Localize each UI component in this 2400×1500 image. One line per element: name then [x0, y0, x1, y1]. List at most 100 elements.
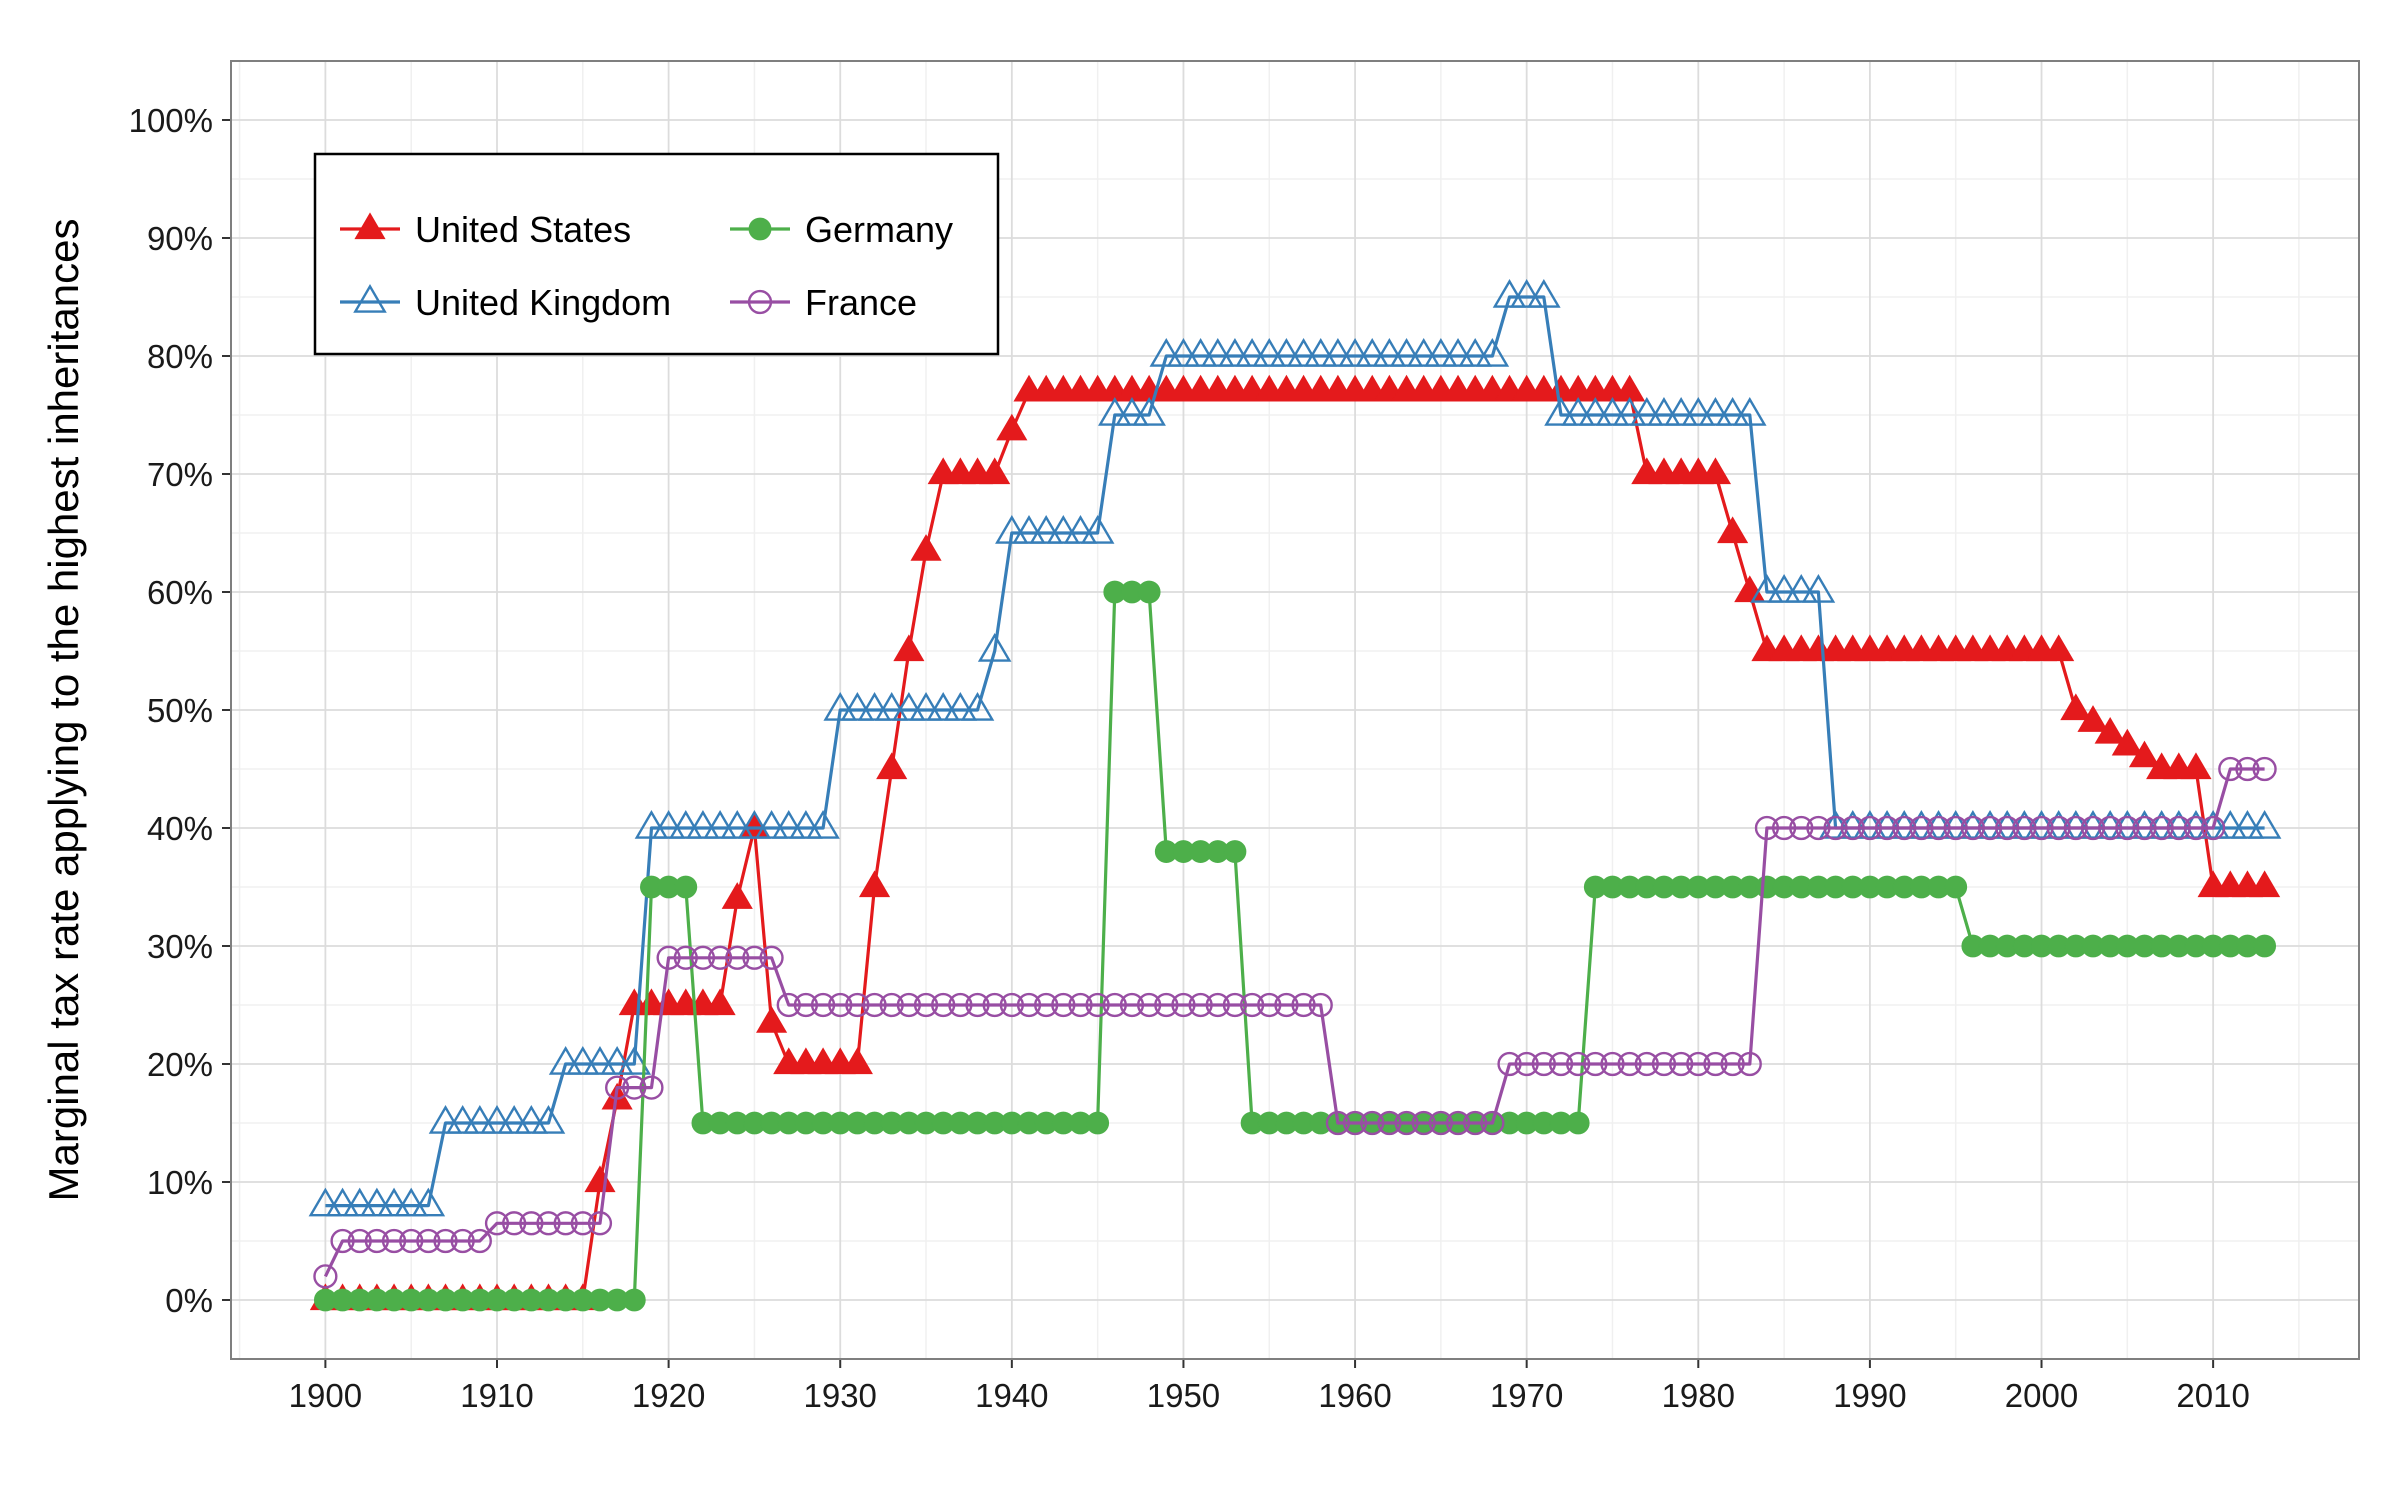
- data-point-united-kingdom: [1183, 337, 1218, 367]
- data-point-united-kingdom: [411, 1187, 446, 1217]
- data-point-united-kingdom: [497, 1104, 531, 1134]
- data-point-france: [1239, 992, 1265, 1018]
- data-point-united-kingdom: [1063, 514, 1098, 544]
- data-point-france: [1926, 815, 1951, 841]
- data-point-united-kingdom: [308, 1187, 343, 1217]
- data-point-united-states: [2180, 752, 2212, 780]
- data-point-united-states: [1717, 516, 1749, 544]
- data-point-united-kingdom: [1698, 396, 1733, 426]
- data-point-united-kingdom: [1681, 396, 1716, 426]
- data-point-france: [828, 992, 853, 1018]
- series-line-united-states: [325, 389, 2265, 1302]
- data-point-united-kingdom: [737, 809, 772, 839]
- data-point-united-kingdom: [394, 1187, 428, 1217]
- data-point-france: [2115, 815, 2140, 841]
- data-point-france: [553, 1211, 578, 1236]
- data-point-united-kingdom: [445, 1104, 480, 1134]
- data-point-france: [1771, 815, 1797, 841]
- data-point-united-kingdom: [651, 809, 686, 839]
- data-point-france: [364, 1228, 389, 1254]
- data-point-france: [1531, 1051, 1556, 1077]
- data-point-france: [330, 1228, 355, 1254]
- data-point-france: [656, 945, 681, 970]
- data-point-united-kingdom: [1218, 337, 1252, 367]
- data-point-united-kingdom: [1389, 337, 1424, 367]
- data-point-united-kingdom: [634, 809, 669, 839]
- data-point-france: [1325, 1110, 1351, 1136]
- legend-box: [313, 152, 1000, 356]
- axes-layer: 1900 1910 1920 1930 1940 1950 1960 1970 1980 1990…: [129, 102, 2250, 1414]
- data-point-france: [1445, 1110, 1471, 1136]
- data-point-france: [1789, 815, 1814, 841]
- legend: United States Germany United Kingdom France: [313, 152, 1000, 356]
- series-united-states: [309, 374, 2281, 1311]
- data-point-united-kingdom: [1166, 337, 1201, 367]
- data-point-germany: [1944, 875, 1968, 899]
- data-point-united-kingdom: [1750, 573, 1784, 603]
- data-point-united-kingdom: [1303, 337, 1338, 367]
- y-tick-label: 40%: [147, 810, 213, 847]
- data-point-germany: [1137, 580, 1161, 604]
- data-point-united-kingdom: [1252, 337, 1287, 367]
- data-point-france: [1857, 815, 1883, 841]
- data-point-united-kingdom: [463, 1104, 497, 1134]
- data-point-united-states: [2060, 693, 2092, 721]
- x-tick-label: 1940: [975, 1377, 1048, 1414]
- data-point-united-states: [2128, 740, 2161, 768]
- data-point-united-kingdom: [857, 691, 892, 721]
- x-tick-label: 1980: [1662, 1377, 1735, 1414]
- y-tick-label: 0%: [165, 1282, 213, 1319]
- data-point-france: [1806, 815, 1831, 841]
- data-point-france: [1291, 992, 1316, 1018]
- data-point-united-kingdom: [977, 632, 1012, 662]
- data-point-france: [1823, 815, 1848, 841]
- data-point-united-states: [2077, 705, 2109, 732]
- data-point-france: [399, 1228, 424, 1254]
- x-tick-label: 1950: [1147, 1377, 1220, 1414]
- data-point-united-kingdom: [583, 1045, 617, 1075]
- data-point-france: [2201, 815, 2226, 841]
- legend-label: United States: [415, 209, 631, 250]
- data-point-united-kingdom: [342, 1187, 377, 1217]
- x-tick-label: 1910: [460, 1377, 533, 1414]
- data-point-united-kingdom: [1149, 337, 1184, 367]
- data-point-france: [862, 992, 887, 1018]
- legend-label: France: [805, 282, 917, 323]
- data-point-france: [1995, 815, 2020, 841]
- data-point-france: [965, 992, 990, 1018]
- y-axis-title: Marginal tax rate applying to the highes…: [40, 219, 87, 1202]
- data-point-france: [1257, 992, 1282, 1018]
- data-point-france: [1463, 1110, 1488, 1136]
- data-point-united-kingdom: [720, 809, 755, 839]
- data-point-france: [1909, 815, 1934, 841]
- data-point-france: [1480, 1110, 1505, 1136]
- data-point-united-kingdom: [1235, 337, 1269, 367]
- legend-item-united-kingdom: United Kingdom: [340, 282, 671, 323]
- data-point-france: [1171, 992, 1196, 1018]
- data-point-france: [810, 992, 836, 1018]
- data-point-france: [1737, 1051, 1762, 1077]
- legend-label: Germany: [805, 209, 953, 250]
- data-point-france: [2183, 815, 2209, 841]
- x-tick-label: 2000: [2005, 1377, 2078, 1414]
- data-point-united-kingdom: [1578, 396, 1613, 426]
- data-point-germany: [1086, 1111, 1110, 1135]
- data-point-france: [1119, 992, 1145, 1018]
- data-point-france: [536, 1211, 561, 1236]
- data-point-united-kingdom: [600, 1045, 634, 1075]
- y-tick-label: 10%: [147, 1164, 213, 1201]
- data-point-france: [793, 992, 819, 1018]
- data-point-france: [1085, 992, 1110, 1018]
- data-point-france: [1342, 1110, 1368, 1136]
- data-point-united-kingdom: [960, 691, 995, 721]
- x-tick-label: 1930: [804, 1377, 877, 1414]
- data-point-france: [1960, 815, 1985, 841]
- data-point-france: [1669, 1051, 1694, 1077]
- y-tick-label: 60%: [147, 574, 213, 611]
- data-point-france: [433, 1228, 458, 1254]
- data-point-france: [742, 945, 767, 970]
- data-point-united-states: [910, 534, 942, 561]
- data-point-united-kingdom: [2230, 809, 2265, 839]
- data-point-united-kingdom: [1286, 337, 1321, 367]
